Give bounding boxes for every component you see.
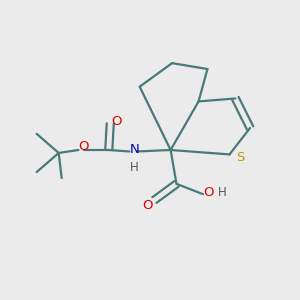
Text: O: O xyxy=(78,140,88,153)
Text: O: O xyxy=(112,115,122,128)
Text: H: H xyxy=(218,186,226,199)
Text: O: O xyxy=(143,199,153,212)
Text: N: N xyxy=(130,143,139,157)
Text: S: S xyxy=(236,152,245,164)
Text: H: H xyxy=(130,161,139,174)
Text: O: O xyxy=(203,186,214,199)
